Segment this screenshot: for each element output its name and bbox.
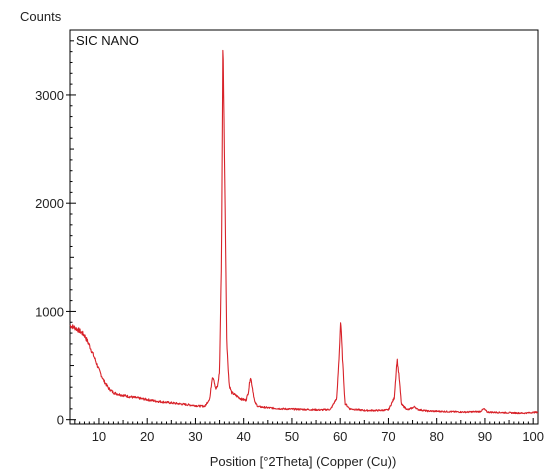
x-tick-label: 80	[429, 429, 443, 444]
y-axis-title: Counts	[20, 9, 62, 24]
x-tick-label: 60	[333, 429, 347, 444]
y-tick-label: 2000	[35, 196, 64, 211]
x-tick-label: 50	[285, 429, 299, 444]
x-tick-label: 20	[140, 429, 154, 444]
y-tick-label: 0	[57, 413, 64, 428]
x-tick-label: 40	[236, 429, 250, 444]
x-tick-label: 90	[478, 429, 492, 444]
x-tick-label: 70	[381, 429, 395, 444]
x-tick-label: 100	[522, 429, 544, 444]
y-tick-label: 3000	[35, 88, 64, 103]
plot-frame	[69, 29, 539, 425]
x-tick-label: 30	[188, 429, 202, 444]
diffraction-series-line	[69, 49, 539, 415]
sample-label: SIC NANO	[76, 33, 139, 48]
y-tick-label: 1000	[35, 304, 64, 319]
x-tick-label: 10	[92, 429, 106, 444]
series-layer	[69, 49, 539, 415]
x-axis-title: Position [°2Theta] (Copper (Cu))	[210, 454, 397, 469]
